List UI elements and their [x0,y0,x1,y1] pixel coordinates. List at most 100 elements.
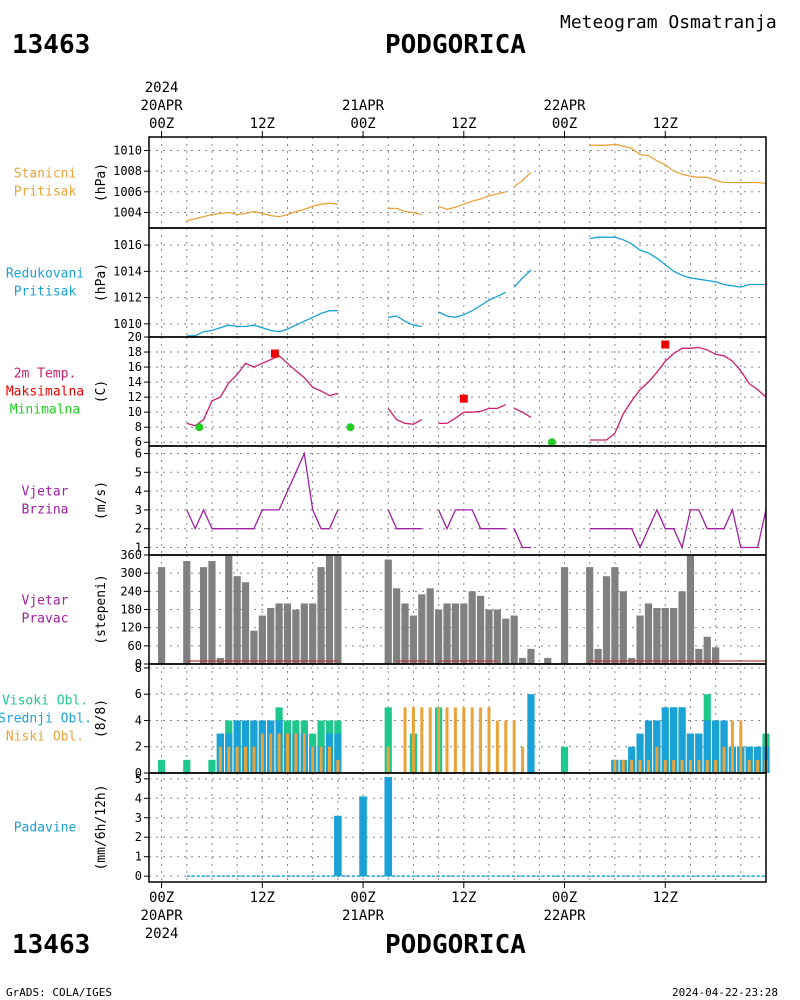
wind-direction-bar [393,588,401,664]
y-axis-unit-label: (stepeni) [94,574,109,644]
cloud-bar [697,759,701,773]
wind-direction-bar [157,567,166,664]
cloud-bar [672,759,676,773]
panel-label: Stanicni [14,167,77,182]
x-tick-label-bottom: 12Z [653,890,678,906]
y-tick-label: 1012 [113,291,142,305]
y-axis-unit-label: (hPa) [94,263,109,302]
y-tick-label: 20 [128,330,142,344]
wind-direction-bar [401,603,409,664]
y-tick-label: 6 [135,447,142,461]
panel-label: Pritisak [14,285,77,300]
wind-direction-bar [283,603,292,664]
wind-direction-bar [502,618,510,664]
station-name-top: PODGORICA [385,30,526,60]
wind-direction-bar [619,591,627,664]
y-tick-label: 3 [135,811,142,825]
y-axis-unit-label: (8/8) [94,699,109,738]
grads-credit: GrADS: COLA/IGES [6,986,112,999]
wind-direction-bar [267,607,275,664]
cloud-bar [319,746,323,773]
wind-direction-bar [225,555,233,664]
cloud-bar [756,759,760,773]
panel-label: Pravac [22,612,69,627]
y-tick-label: 4 [135,713,142,727]
y-tick-label: 2 [135,740,142,754]
series-line [186,451,339,531]
series-line [438,191,506,211]
date-label-bottom: 20APR [141,908,184,924]
cloud-bar [428,707,432,773]
precip-bar [334,815,342,877]
series-line [388,315,422,328]
wind-direction-bar [443,603,451,664]
y-tick-label: 1 [135,850,142,864]
y-tick-label: 4 [135,484,142,498]
cloud-bar [157,759,166,773]
generation-timestamp: 2024-04-22-23:28 [672,986,778,999]
cloud-bar [294,733,298,773]
cloud-bar [688,759,692,773]
cloud-bar [695,733,703,773]
panel-frame [148,227,767,338]
cloud-bar [336,759,340,773]
wind-direction-bar [233,576,241,664]
cloud-bar [636,733,644,773]
series-line [513,407,532,418]
y-tick-label: 240 [120,584,142,598]
wind-direction-bar [208,561,216,664]
precip-bar [359,796,367,877]
cloud-bar [384,707,392,773]
x-tick-label-bottom: 00Z [149,890,174,906]
cloud-bar [730,720,734,773]
year-label-bottom: 2024 [145,926,179,942]
wind-direction-bar [586,567,594,664]
wind-direction-bar [670,607,678,664]
cloud-bar [703,720,711,773]
panel-frame [148,445,767,556]
cloud-bar [512,720,516,773]
x-tick-label-top: 00Z [350,116,375,132]
y-axis-unit-label: (mm/6h/12h) [94,784,109,870]
wind-direction-bar [661,607,669,664]
wind-direction-bar [686,555,695,664]
wind-direction-bar [309,603,317,664]
cloud-bar [302,733,306,773]
cloud-bar [630,759,634,773]
wind-direction-bar [476,595,485,664]
wind-direction-bar [712,647,720,664]
date-label-top: 22APR [543,98,586,114]
panel-label: Pritisak [14,185,77,200]
wind-direction-bar [493,609,501,664]
y-tick-label: 16 [128,360,142,374]
series-line [438,404,507,425]
wind-direction-bar [518,657,527,664]
panel-label: Padavine [14,821,77,836]
y-tick-label: 12 [128,390,142,404]
y-axis-unit-label: (m/s) [94,481,109,520]
cloud-bar [334,733,342,773]
wind-direction-bar [292,609,300,664]
cloud-bar [495,720,499,773]
cloud-bar [244,746,248,773]
wind-direction-bar [426,588,434,664]
cloud-bar [445,707,449,773]
tmax-marker [661,340,670,349]
series-line [589,507,767,550]
date-label-top: 20APR [141,98,184,114]
cloud-bar [227,746,231,773]
wind-direction-bar [510,615,518,664]
wind-direction-bar [485,609,493,664]
panel-label: Visoki Obl. [2,694,88,709]
y-tick-label: 10 [128,405,142,419]
x-tick-label-top: 00Z [149,116,174,132]
date-label-top: 21APR [342,98,385,114]
wind-direction-bar [418,594,426,664]
wind-direction-bar [703,636,711,664]
cloud-bar [745,746,753,773]
wind-direction-bar [644,603,653,664]
station-name-bottom: PODGORICA [385,930,526,960]
y-tick-label: 1010 [113,317,142,331]
panel-label: Vjetar [22,485,69,500]
series-line [186,202,338,222]
